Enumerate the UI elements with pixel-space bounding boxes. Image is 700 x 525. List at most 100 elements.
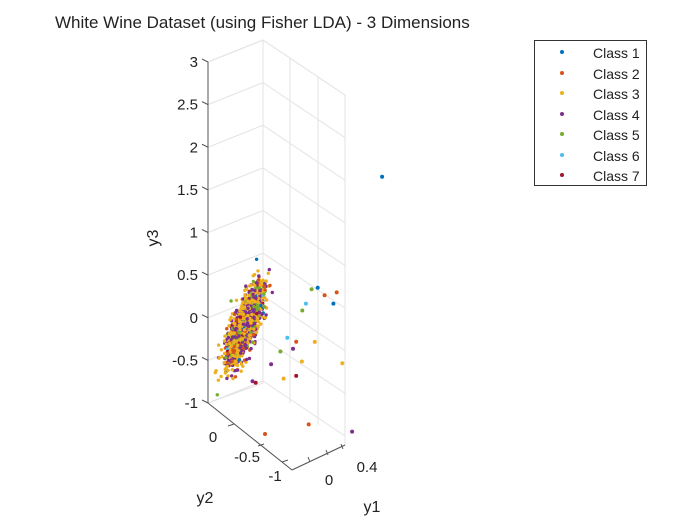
cloud-point: [238, 315, 242, 319]
cloud-point: [220, 355, 224, 359]
cloud-point: [245, 321, 250, 325]
cloud-point: [232, 339, 236, 343]
cloud-point: [235, 308, 239, 313]
cloud-point: [237, 312, 242, 317]
cloud-point: [259, 322, 263, 326]
cloud-point: [232, 312, 237, 317]
cloud-point: [247, 284, 252, 288]
cloud-point: [233, 359, 237, 363]
data-point: [269, 362, 274, 367]
y2-tick-label: -0.5: [234, 449, 260, 466]
chart-title: White Wine Dataset (using Fisher LDA) - …: [55, 13, 470, 32]
cloud-point: [266, 271, 270, 275]
data-point: [250, 379, 255, 384]
cloud-point: [238, 346, 242, 350]
y3-tick-label: 2: [190, 139, 198, 156]
cloud-point: [246, 299, 250, 303]
cloud-point: [229, 338, 233, 342]
legend-marker: [560, 111, 564, 116]
cloud-point: [226, 358, 231, 363]
cloud-point: [240, 304, 244, 308]
legend-item-class-6[interactable]: Class 6: [535, 146, 646, 166]
cloud-point: [242, 316, 246, 321]
legend-item-class-7[interactable]: Class 7: [535, 166, 646, 186]
cloud-point: [256, 324, 260, 328]
cloud-point: [239, 362, 244, 366]
data-point: [380, 174, 385, 179]
cloud-point: [234, 326, 238, 331]
cloud-point: [267, 267, 271, 272]
series-7: [253, 373, 299, 385]
data-point: [312, 339, 317, 344]
legend-label: Class 5: [593, 127, 640, 143]
data-point: [299, 359, 304, 364]
cloud-point: [223, 334, 227, 338]
legend-label: Class 6: [593, 147, 640, 164]
data-point: [306, 422, 311, 427]
legend-item-class-2[interactable]: Class 2: [535, 64, 646, 84]
legend-marker: [560, 91, 564, 95]
data-point: [278, 349, 283, 354]
cloud-point: [228, 341, 232, 346]
legend-marker: [560, 50, 564, 54]
legend-item-class-1[interactable]: Class 1: [535, 43, 646, 63]
cloud-point: [251, 292, 255, 297]
cloud-point: [226, 351, 230, 356]
data-point: [340, 361, 345, 366]
cloud-point: [249, 321, 253, 325]
cloud-point: [254, 281, 258, 285]
data-point: [294, 339, 299, 344]
legend-marker: [560, 152, 564, 157]
cloud-point: [237, 309, 242, 313]
cloud-point: [253, 288, 257, 293]
cloud-point: [254, 311, 259, 316]
cloud-point: [252, 315, 256, 320]
cloud-point: [250, 298, 254, 302]
cloud-point: [235, 339, 239, 343]
cloud-point: [247, 356, 252, 361]
cloud-point: [238, 327, 242, 331]
cloud-point: [237, 334, 241, 338]
cloud-point: [241, 346, 246, 350]
cloud-point: [255, 305, 259, 310]
cloud-point: [250, 287, 254, 292]
cloud-point: [237, 324, 241, 329]
cloud-point: [252, 304, 256, 309]
data-point: [309, 287, 314, 292]
series-5: [278, 287, 314, 354]
data-point: [350, 429, 355, 434]
cloud-point: [261, 278, 265, 282]
legend-item-class-3[interactable]: Class 3: [535, 84, 646, 104]
y3-tick-label: 1.5: [177, 182, 198, 199]
cloud-point: [225, 364, 229, 368]
legend-item-class-4[interactable]: Class 4: [535, 105, 646, 125]
data-point: [253, 380, 258, 385]
cloud-point: [235, 363, 240, 368]
cloud-point: [235, 368, 240, 372]
cloud-point: [216, 378, 221, 382]
legend-marker: [560, 173, 564, 177]
series-2: [263, 290, 339, 436]
y1-tick-label: 0: [325, 472, 333, 489]
cloud-point: [264, 298, 269, 302]
cloud-point: [254, 296, 258, 300]
cloud-point: [263, 288, 267, 292]
cloud-point: [262, 284, 266, 288]
cloud-point: [255, 316, 259, 320]
cloud-point: [233, 322, 237, 326]
cloud-point: [258, 288, 262, 293]
y3-tick-label: 0: [190, 310, 198, 327]
legend[interactable]: Class 1 Class 2 Class 3 Class 4 Class 5 Class…: [534, 40, 647, 186]
cloud-point: [256, 269, 260, 273]
y1-tick-label: 0.4: [357, 459, 378, 476]
cloud-point: [231, 335, 235, 339]
cloud-point: [224, 356, 228, 360]
cloud-point: [224, 342, 229, 347]
cloud-point: [263, 296, 267, 300]
cloud-point: [223, 371, 228, 375]
legend-item-class-5[interactable]: Class 5: [535, 125, 646, 145]
cloud-point: [234, 298, 239, 302]
data-point: [334, 290, 339, 295]
cloud-point: [225, 327, 229, 331]
series-6: [285, 301, 308, 340]
